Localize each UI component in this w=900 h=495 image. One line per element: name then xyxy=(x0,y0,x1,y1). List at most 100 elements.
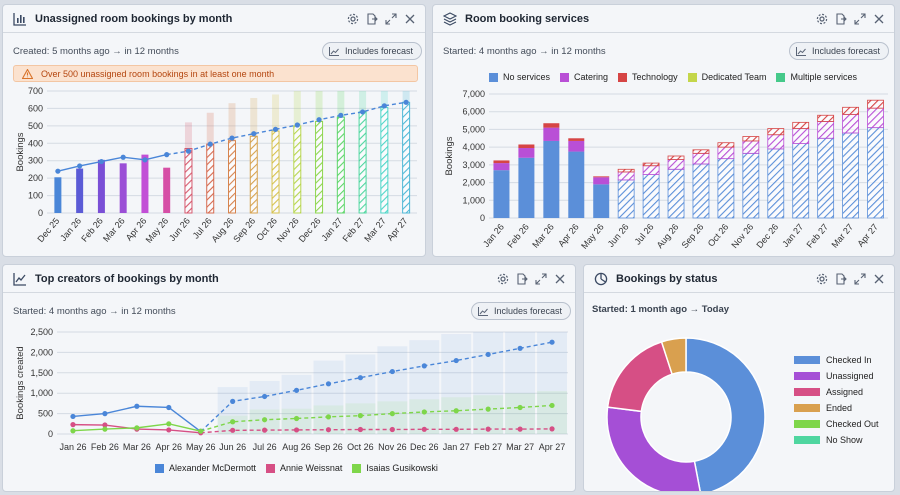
stacked-bar-segment xyxy=(568,138,585,141)
legend-item[interactable]: Catering xyxy=(560,72,608,82)
panel-bookings-by-status: Bookings by status Started: 1 month ago … xyxy=(583,264,895,492)
includes-forecast-button[interactable]: Includes forecast xyxy=(789,42,890,60)
includes-forecast-button[interactable]: Includes forecast xyxy=(471,302,572,320)
legend-item[interactable]: Ended xyxy=(794,403,879,413)
x-tick-label: Jan 27 xyxy=(319,216,344,243)
forecast-range-bar xyxy=(380,91,388,108)
y-tick-label: 100 xyxy=(28,191,43,201)
pie-chart-icon xyxy=(594,272,608,286)
x-tick-label: Sep 26 xyxy=(680,222,706,250)
series-point xyxy=(325,414,332,420)
series-point xyxy=(453,357,459,364)
trend-line-forecast xyxy=(166,101,407,156)
stacked-bar-segment xyxy=(767,128,785,136)
x-tick-label: Jan 26 xyxy=(59,442,86,452)
forecast-range-bar xyxy=(206,112,214,145)
expand-icon[interactable] xyxy=(853,12,867,26)
stacked-bar-segment xyxy=(842,132,859,219)
legend-item[interactable]: Isaias Gusikowski xyxy=(352,463,438,473)
stacked-bar-segment xyxy=(617,179,635,219)
expand-icon[interactable] xyxy=(534,272,548,286)
series-point xyxy=(517,404,523,411)
export-icon[interactable] xyxy=(515,272,529,286)
expand-icon[interactable] xyxy=(384,12,398,26)
y-tick-label: 7,000 xyxy=(462,89,485,99)
close-icon[interactable] xyxy=(872,272,886,286)
legend-item[interactable]: Assigned xyxy=(794,387,879,397)
forecast-range-band xyxy=(313,360,344,434)
stacked-bar-segment xyxy=(593,177,610,185)
bar xyxy=(206,143,215,214)
includes-forecast-button[interactable]: Includes forecast xyxy=(322,42,423,60)
legend-item[interactable]: Multiple services xyxy=(776,72,857,82)
export-icon[interactable] xyxy=(834,272,848,286)
gear-icon[interactable] xyxy=(815,12,829,26)
series-point xyxy=(293,427,300,433)
x-tick-label: Aug 26 xyxy=(655,222,681,250)
series-point xyxy=(166,404,172,411)
stacked-bar-segment xyxy=(867,99,884,109)
forecast-range-bar xyxy=(337,91,345,118)
gear-icon[interactable] xyxy=(496,272,510,286)
export-icon[interactable] xyxy=(365,12,379,26)
legend-item[interactable]: Annie Weissnat xyxy=(266,463,342,473)
legend-item[interactable]: Unassigned xyxy=(794,371,879,381)
stacked-bar-segment xyxy=(518,157,535,218)
legend-item[interactable]: Alexander McDermott xyxy=(155,463,256,473)
close-icon[interactable] xyxy=(403,12,417,26)
series-point xyxy=(102,411,108,417)
legend-item[interactable]: No Show xyxy=(794,435,879,445)
series-point xyxy=(261,417,268,423)
legend-item[interactable]: Technology xyxy=(618,72,678,82)
bar xyxy=(315,121,324,214)
series-point xyxy=(70,428,76,434)
expand-icon[interactable] xyxy=(853,272,867,286)
stacked-bar-segment xyxy=(792,121,810,129)
legend-label: Unassigned xyxy=(826,371,874,381)
x-tick-label: Jul 26 xyxy=(253,442,277,452)
bar xyxy=(184,148,193,214)
panel-title: Unassigned room bookings by month xyxy=(35,12,233,25)
trend-point xyxy=(229,135,235,141)
series-point xyxy=(485,351,491,358)
close-icon[interactable] xyxy=(553,272,567,286)
y-tick-label: 500 xyxy=(38,409,53,419)
y-tick-label: 0 xyxy=(38,208,43,218)
series-point xyxy=(102,422,108,428)
x-tick-label: Jan 26 xyxy=(58,216,83,243)
status-donut-chart xyxy=(606,337,766,491)
legend-swatch xyxy=(266,463,276,473)
series-line-forecast xyxy=(200,428,553,434)
series-point xyxy=(389,411,395,417)
forecast-range-band xyxy=(473,332,504,434)
series-point xyxy=(485,406,491,412)
series-point xyxy=(293,387,300,393)
x-tick-label: Oct 26 xyxy=(706,222,731,249)
legend-label: Multiple services xyxy=(790,72,857,82)
export-icon[interactable] xyxy=(834,12,848,26)
x-tick-label: Mar 26 xyxy=(101,216,127,244)
legend-swatch xyxy=(352,463,362,473)
y-tick-label: 200 xyxy=(28,173,43,183)
x-tick-label: Feb 26 xyxy=(505,222,531,250)
legend-item[interactable]: Checked Out xyxy=(794,419,879,429)
gear-icon[interactable] xyxy=(815,272,829,286)
x-tick-label: Jun 26 xyxy=(167,216,192,243)
x-tick-label: May 26 xyxy=(579,222,606,251)
stacked-bar-segment xyxy=(593,176,610,178)
y-tick-label: 0 xyxy=(48,429,53,439)
legend-item[interactable]: Dedicated Team xyxy=(687,72,766,82)
trend-icon xyxy=(329,46,339,56)
y-tick-label: 700 xyxy=(28,86,43,96)
legend-item[interactable]: No services xyxy=(489,72,550,82)
close-icon[interactable] xyxy=(872,12,886,26)
forecast-range-band xyxy=(249,380,280,434)
forecast-range-bar xyxy=(272,94,280,132)
gear-icon[interactable] xyxy=(346,12,360,26)
stacked-bar-segment xyxy=(767,148,785,219)
date-range-text: Created: 5 months ago → in 12 months xyxy=(13,46,179,57)
legend-item[interactable]: Checked In xyxy=(794,355,879,365)
x-tick-label: Apr 27 xyxy=(385,216,410,243)
stacked-bar-segment xyxy=(817,137,835,219)
stacked-bar-segment xyxy=(867,107,884,129)
